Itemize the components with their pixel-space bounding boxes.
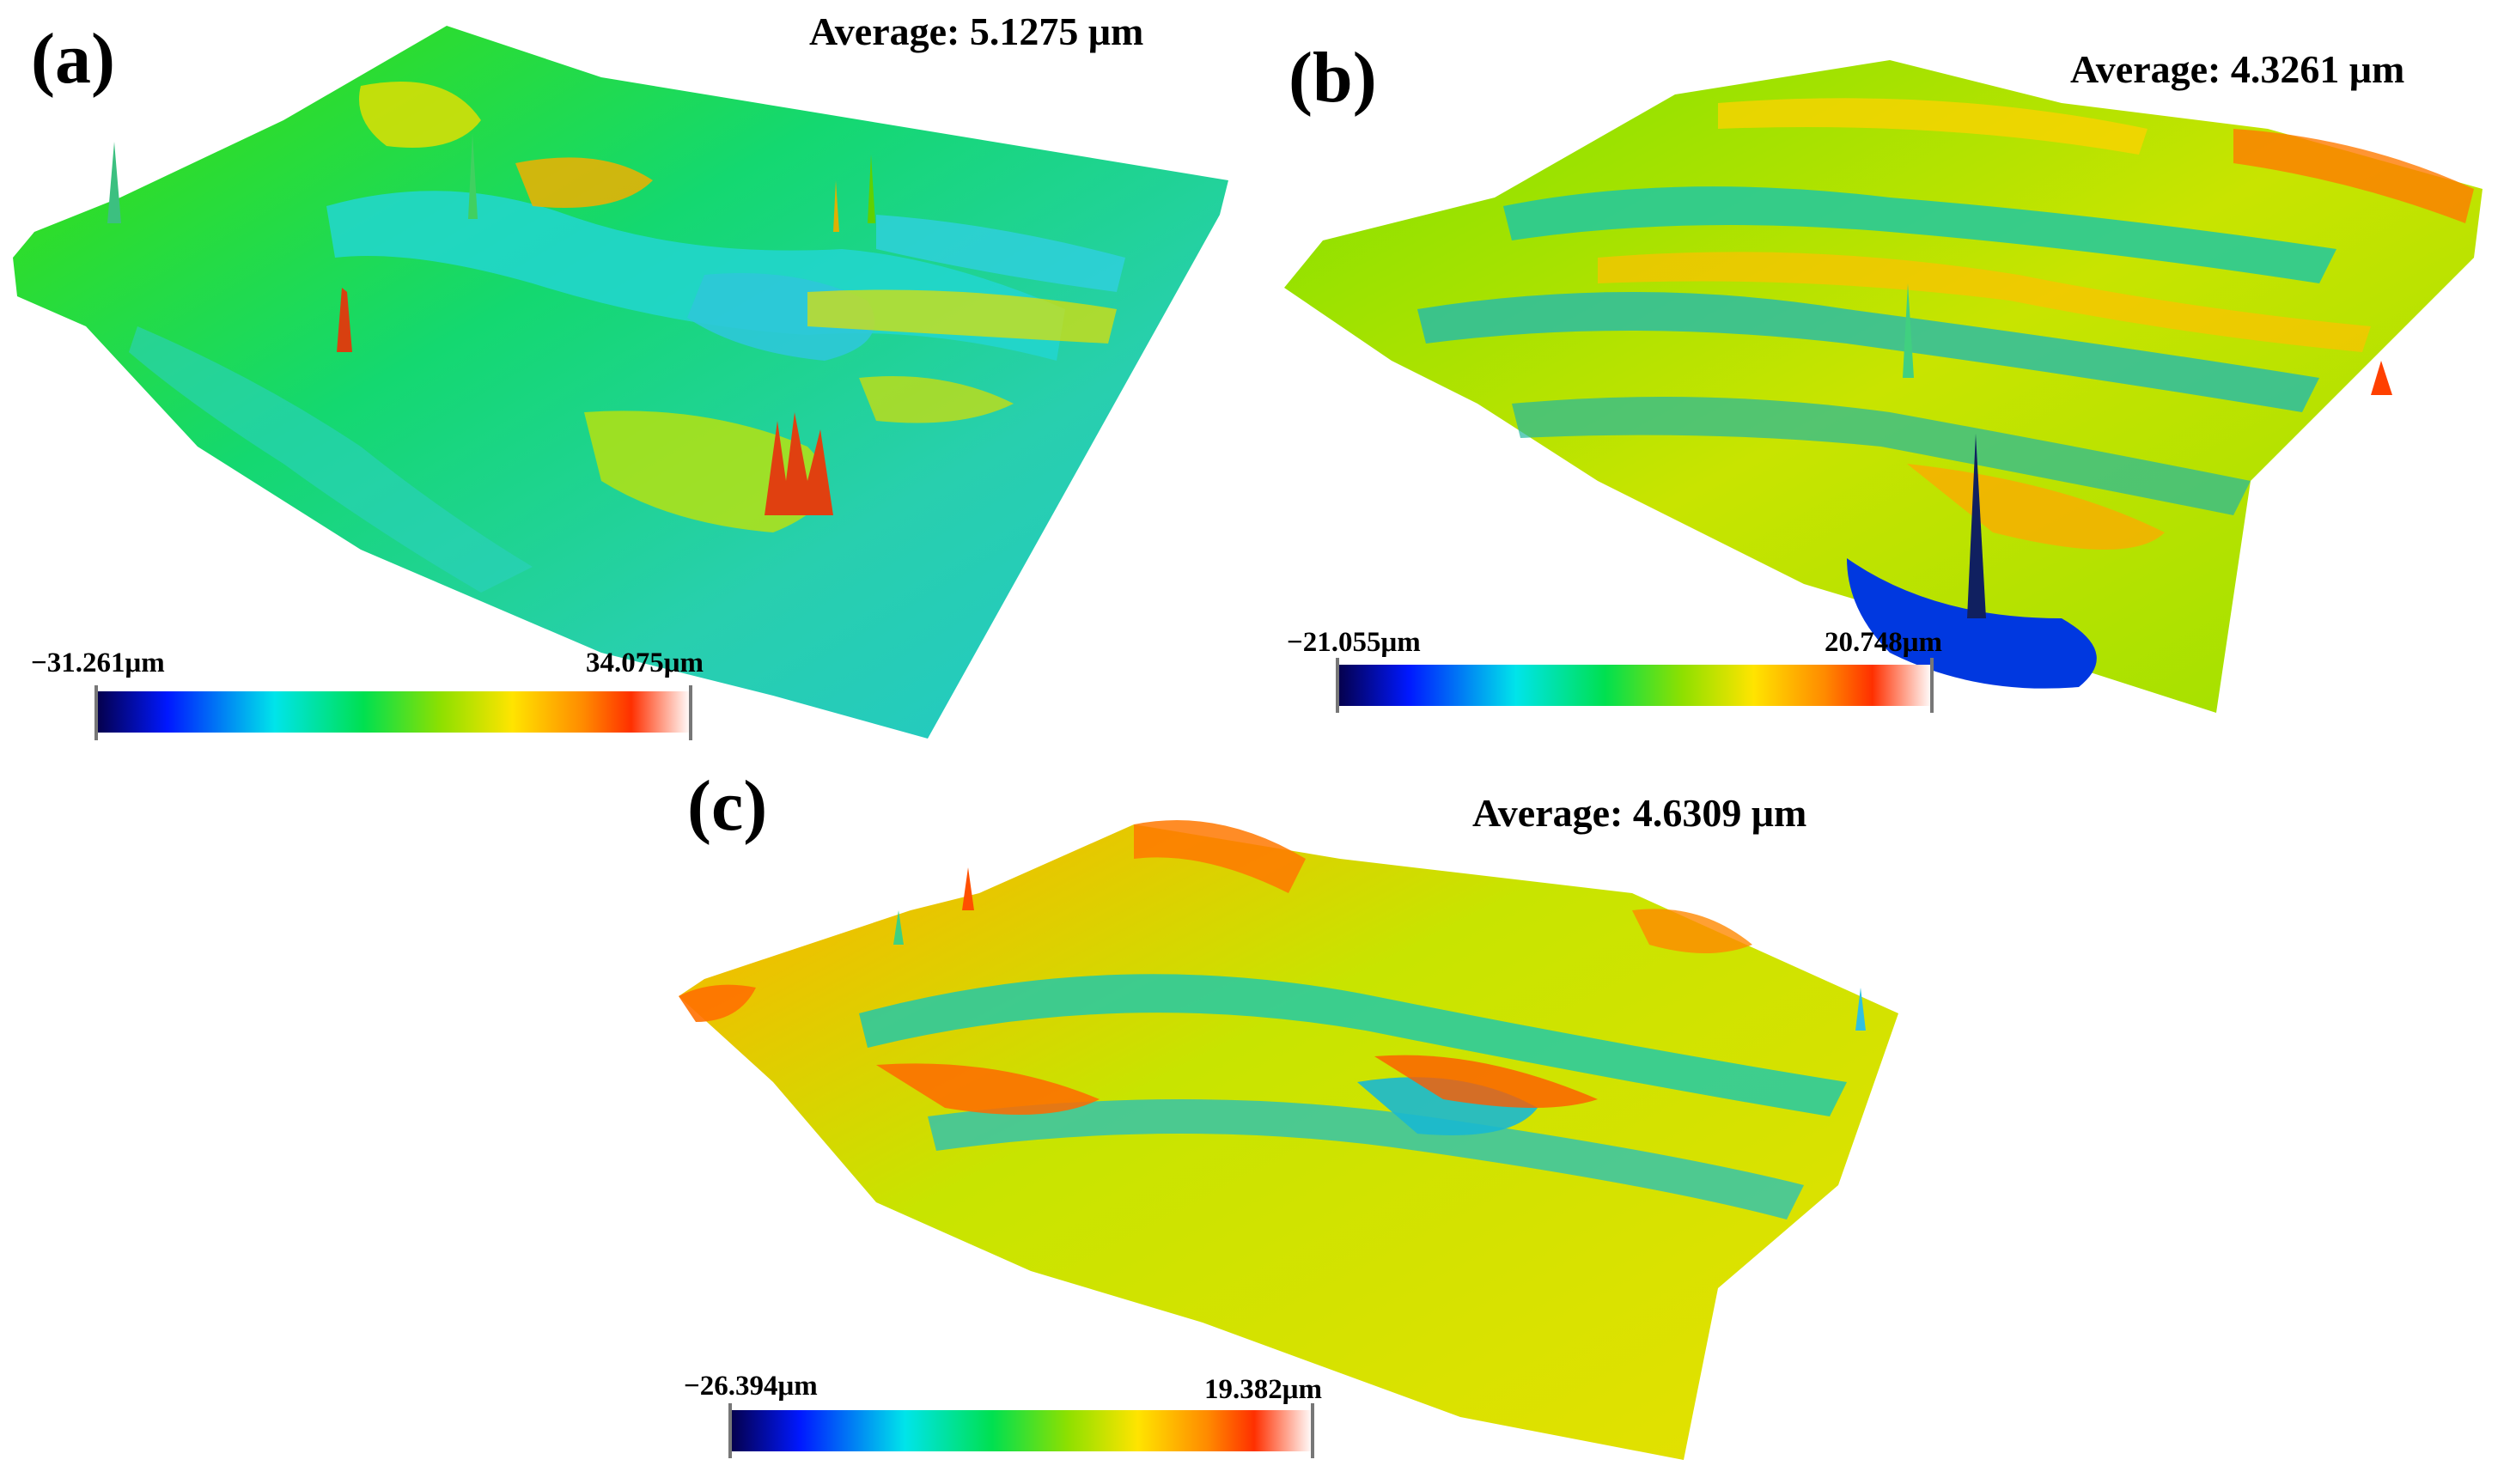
panel-label-a: (a) [31,19,115,99]
colorbar-max-c: 19.382μm [1204,1374,1322,1405]
colorbar-min-c: −26.394μm [684,1371,818,1402]
panel-b: (b) Average: 4.3261 μm −21.055μm 20.748μ… [1284,38,2483,713]
average-value-c: Average: 4.6309 μm [1472,791,1806,835]
panel-a: (a) Average: 5.1275 μm −31.261μm 34.075μ… [13,9,1228,740]
panel-c: (c) Average: 4.6309 μm −26.394μm 19.382μ… [679,766,1898,1460]
average-value-a: Average: 5.1275 μm [809,9,1143,53]
surface-plot-c [679,820,1898,1460]
surface-plot-a [13,26,1228,739]
colorbar-c [728,1403,1314,1458]
colorbar-max-b: 20.748μm [1825,627,1942,658]
colorbar-max-a: 34.075μm [586,648,704,678]
average-value-b: Average: 4.3261 μm [2070,47,2404,91]
colorbar-min-a: −31.261μm [31,648,165,678]
colorbar-b [1336,658,1934,713]
panel-label-c: (c) [687,766,767,846]
colorbar-min-b: −21.055μm [1287,627,1421,658]
colorbar-a [94,685,692,740]
panel-label-b: (b) [1289,38,1377,118]
surface-plot-b [1284,60,2483,713]
